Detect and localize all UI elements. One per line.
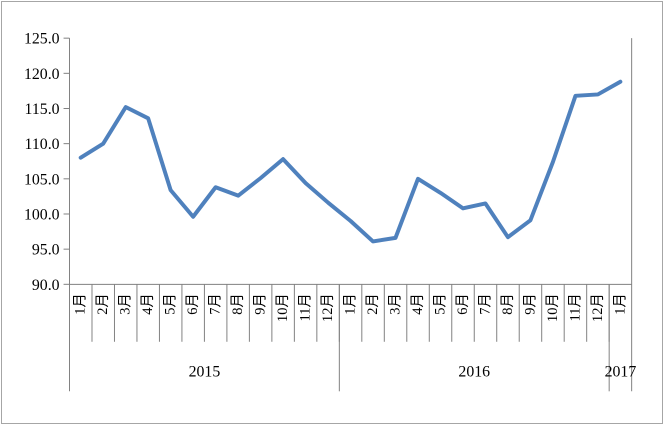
month-label: 1月 — [612, 293, 628, 315]
month-label: 10月 — [545, 293, 561, 322]
month-label: 1月 — [343, 293, 359, 315]
year-label: 2015 — [189, 363, 221, 380]
month-label: 2月 — [95, 293, 111, 315]
month-label: 7月 — [477, 293, 493, 315]
y-axis-tick-label: 125.0 — [24, 31, 60, 48]
month-label: 8月 — [500, 293, 516, 315]
month-label: 11月 — [298, 293, 314, 321]
month-label: 6月 — [185, 293, 201, 315]
month-label: 4月 — [410, 293, 426, 315]
month-label: 5月 — [163, 293, 179, 315]
month-label: 9月 — [522, 293, 538, 315]
month-label: 10月 — [275, 293, 291, 322]
month-label: 5月 — [433, 293, 449, 315]
year-label: 2016 — [458, 363, 490, 380]
month-label: 1月 — [73, 293, 89, 315]
y-axis-tick-label: 90.0 — [32, 277, 60, 294]
y-axis-tick-label: 120.0 — [24, 66, 60, 83]
y-axis-tick-label: 100.0 — [24, 206, 60, 223]
month-label: 12月 — [320, 293, 336, 322]
month-label: 9月 — [253, 293, 269, 315]
y-axis-tick-label: 95.0 — [32, 242, 60, 259]
month-label: 3月 — [388, 293, 404, 315]
month-label: 11月 — [567, 293, 583, 321]
y-axis-tick-label: 110.0 — [25, 136, 60, 153]
month-label: 2月 — [365, 293, 381, 315]
month-label: 6月 — [455, 293, 471, 315]
month-label: 7月 — [208, 293, 224, 315]
month-label: 12月 — [590, 293, 606, 322]
y-axis-tick-label: 115.0 — [25, 101, 60, 118]
year-label: 2017 — [605, 363, 637, 380]
index-data-line — [78, 79, 623, 244]
month-label: 8月 — [230, 293, 246, 315]
month-label: 4月 — [140, 293, 156, 315]
month-label: 3月 — [118, 293, 134, 315]
y-axis-tick-label: 105.0 — [24, 171, 60, 188]
